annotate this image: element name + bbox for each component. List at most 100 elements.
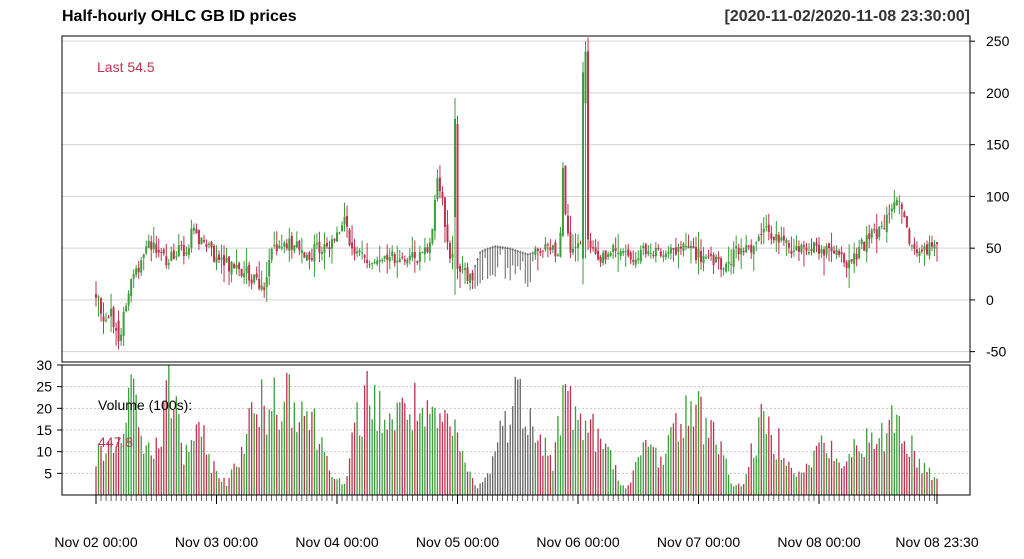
ohlc-body [521,252,524,254]
ohlc-body [376,260,379,265]
ohlc-body [185,252,188,255]
ohlc-body [474,265,477,267]
ohlc-body [300,250,303,253]
ohlc-body [592,247,595,249]
ohlc-body [338,232,341,234]
volume-label: Volume (100s): [98,397,192,413]
ohlc-body [177,245,180,257]
ohlc-body [223,255,226,266]
ohlc-body [506,247,509,249]
ohlc-body [137,267,140,273]
ohlc-body [411,252,414,258]
ohlc-body [135,268,138,275]
ohlc-body [659,251,662,256]
ohlc-body [373,261,376,263]
ohlc-body [418,252,421,262]
ohlc-body [677,246,680,252]
ohlc-body [577,243,580,248]
ohlc-body [102,316,105,322]
ohlc-body [672,247,675,250]
ohlc-body [182,245,185,257]
ohlc-body [875,229,878,239]
price-tick-label: 50 [986,240,1002,256]
ohlc-body [614,248,617,251]
ohlc-body [838,251,841,255]
ohlc-body [298,240,301,251]
ohlc-body [792,250,795,252]
ohlc-body [915,249,918,254]
ohlc-body [328,247,331,250]
ohlc-body [438,177,441,192]
ohlc-body [270,248,273,260]
ohlc-body [215,256,218,263]
ohlc-body [248,264,251,281]
ohlc-body [845,262,848,268]
ohlc-body [767,224,770,232]
ohlc-body [712,254,715,266]
ohlc-body [195,228,198,234]
ohlc-body [398,258,401,263]
ohlc-body [451,253,454,258]
ohlc-body [336,232,339,242]
ohlc-body [607,254,610,258]
ohlc-body [443,197,446,227]
ohlc-body [386,254,389,260]
ohlc-body [785,240,788,244]
ohlc-body [122,311,125,336]
ohlc-body [341,225,344,231]
ohlc-body [622,251,625,254]
ohlc-body [928,242,931,256]
volume-gridlines [62,364,970,474]
ohlc-body [150,241,153,250]
price-panel-frame [61,35,971,363]
ohlc-body [107,317,110,319]
ohlc-body [597,250,600,260]
ohlc-body [873,229,876,231]
ohlc-body [657,248,660,250]
ohlc-body [627,249,630,256]
ohlc-body [403,259,406,262]
chart-title: Half-hourly OHLC GB ID prices [62,8,297,25]
volume-tick-label: 20 [36,400,52,416]
ohlc-body [662,255,665,257]
ohlc-body [180,244,183,246]
ohlc-body [531,252,534,254]
ohlc-body [818,244,821,254]
ohlc-body [456,123,459,269]
ohlc-body [800,244,803,253]
ohlc-body [802,245,805,247]
ohlc-body [830,247,833,252]
ohlc-body [835,249,838,255]
ohlc-body [383,255,386,259]
ohlc-body [571,248,574,253]
ohlc-body [843,253,846,263]
ohlc-body [476,258,479,261]
ohlc-body [682,243,685,251]
ohlc-body [589,240,592,248]
ohlc-body [283,242,286,247]
ohlc-body [147,240,150,249]
ohlc-body [722,268,725,270]
last-price-label: Last 54.5 [97,59,155,75]
ohlc-body [707,255,710,257]
ohlc-body [855,253,858,260]
ohlc-body [925,244,928,255]
ohlc-body [740,248,743,255]
ohlc-body [295,241,298,248]
ohlc-body [717,256,720,260]
ohlc-body [903,212,906,217]
ohlc-body [396,260,399,263]
ohlc-body [433,199,436,231]
ohlc-body [253,274,256,283]
ohlc-body [561,167,564,236]
ohlc-body [870,229,873,238]
volume-tick-label: 30 [36,357,52,373]
ohlc-body [285,243,288,249]
ohlc-body [762,228,765,233]
ohlc-body [212,245,215,262]
ohlc-body [220,257,223,260]
ohlc-body [860,239,863,245]
ohlc-body [105,319,108,321]
ohlc-body [805,247,808,251]
ohlc-body [391,251,394,257]
